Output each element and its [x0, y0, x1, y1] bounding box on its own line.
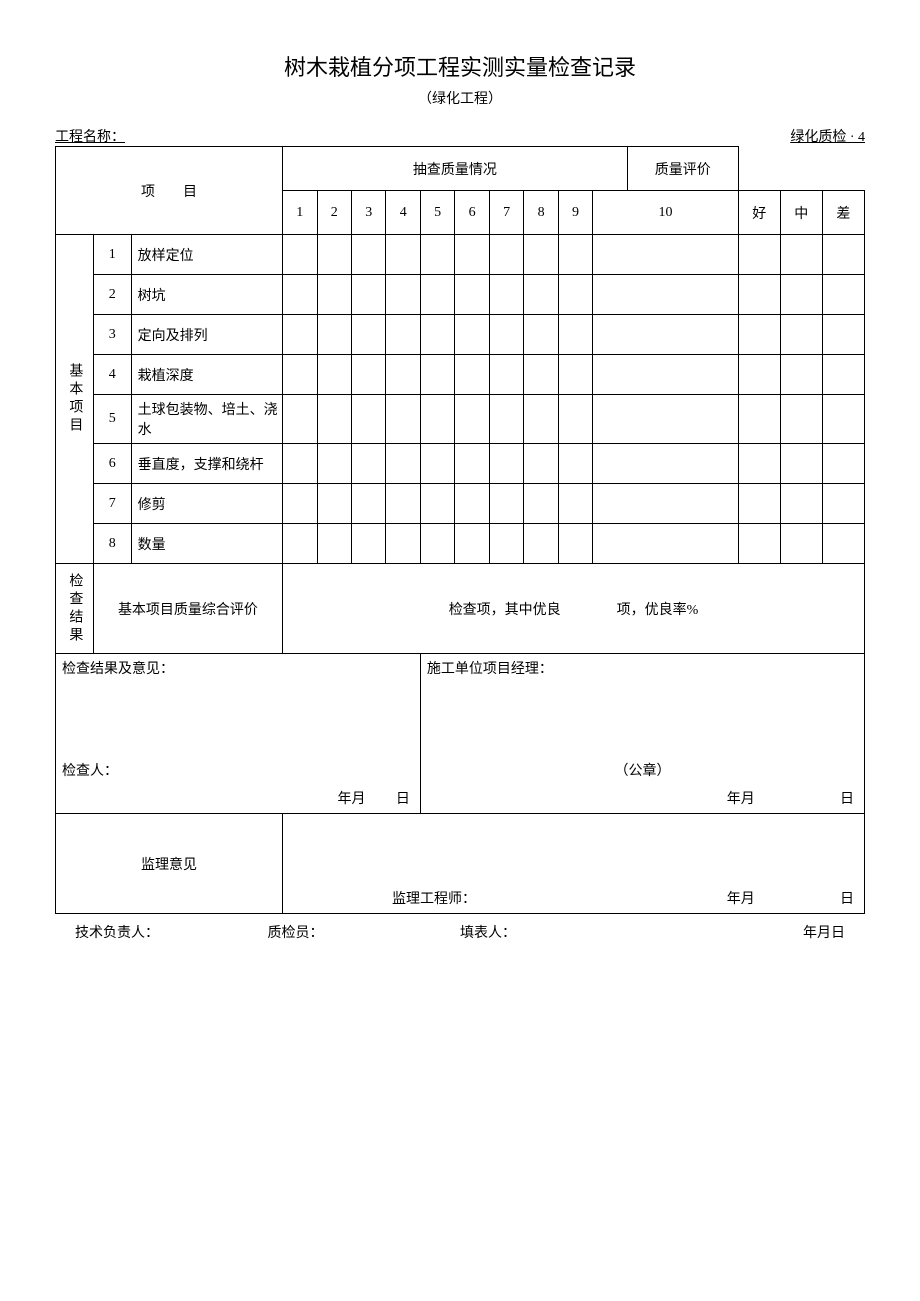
section-basic: 基本项目: [56, 235, 94, 564]
col-bad: 差: [822, 191, 864, 235]
date-ym-3: 年月: [701, 884, 780, 914]
page-title: 树木栽植分项工程实测实量检查记录: [55, 50, 865, 82]
page-subtitle: （绿化工程）: [55, 88, 865, 108]
project-name-label: 工程名称：: [55, 126, 125, 146]
footer-tech: 技术负责人：: [75, 922, 268, 942]
footer-date: 年月日: [653, 922, 846, 942]
opinion-row-mid: 检查人： （公章）: [56, 704, 865, 784]
item-text: 土球包装物、培土、浇水: [131, 395, 282, 444]
header-row-1: 项 目 抽查质量情况 质量评价: [56, 147, 865, 191]
item-num: 7: [93, 484, 131, 524]
table-row: 8 数量: [56, 524, 865, 564]
item-text: 定向及排列: [131, 315, 282, 355]
date-d: 日: [386, 784, 420, 814]
col-n6: 6: [455, 191, 489, 235]
table-row: 3 定向及排列: [56, 315, 865, 355]
sup-engineer-label: 监理工程师：: [386, 884, 524, 914]
item-text: 放样定位: [131, 235, 282, 275]
col-n8: 8: [524, 191, 558, 235]
item-num: 5: [93, 395, 131, 444]
col-good: 好: [738, 191, 780, 235]
supervise-row: 监理意见: [56, 814, 865, 884]
header-line: 工程名称： 绿化质检 · 4: [55, 126, 865, 146]
eval-label: 基本项目质量综合评价: [93, 564, 282, 654]
date-ym: 年月: [317, 784, 386, 814]
section-result: 检查结果: [56, 564, 94, 654]
col-mid: 中: [780, 191, 822, 235]
form-code: 绿化质检 · 4: [790, 126, 865, 146]
date-d-2: 日: [780, 784, 864, 814]
table-row: 7 修剪: [56, 484, 865, 524]
item-text: 树坑: [131, 275, 282, 315]
seal-label: （公章）: [420, 704, 864, 784]
opinion-row-top: 检查结果及意见： 施工单位项目经理：: [56, 654, 865, 704]
table-row: 4 栽植深度: [56, 355, 865, 395]
col-n9: 9: [558, 191, 592, 235]
main-table: 项 目 抽查质量情况 质量评价 1 2 3 4 5 6 7 8 9 10 好 中…: [55, 146, 865, 914]
item-num: 3: [93, 315, 131, 355]
col-n10: 10: [593, 191, 738, 235]
checker-label[interactable]: 检查人：: [56, 704, 421, 784]
item-num: 4: [93, 355, 131, 395]
footer-filler: 填表人：: [460, 922, 653, 942]
col-eval: 质量评价: [627, 147, 738, 191]
col-n4: 4: [386, 191, 420, 235]
item-text: 修剪: [131, 484, 282, 524]
col-n7: 7: [489, 191, 523, 235]
eval-text[interactable]: 检查项，其中优良 项，优良率%: [283, 564, 865, 654]
col-item: 项 目: [56, 147, 283, 235]
table-row: 2 树坑: [56, 275, 865, 315]
pm-label[interactable]: 施工单位项目经理：: [420, 654, 864, 704]
col-n1: 1: [283, 191, 317, 235]
item-num: 8: [93, 524, 131, 564]
opinion-row-date: 年月 日 年月 日: [56, 784, 865, 814]
item-num: 2: [93, 275, 131, 315]
eval-row: 检查结果 基本项目质量综合评价 检查项，其中优良 项，优良率%: [56, 564, 865, 654]
table-row: 基本项目 1 放样定位: [56, 235, 865, 275]
item-text: 数量: [131, 524, 282, 564]
footer: 技术负责人： 质检员： 填表人： 年月日: [55, 922, 865, 942]
col-n5: 5: [420, 191, 454, 235]
col-n2: 2: [317, 191, 351, 235]
date-d-3: 日: [780, 884, 864, 914]
table-row: 6 垂直度，支撑和绕杆: [56, 444, 865, 484]
supervise-label: 监理意见: [56, 814, 283, 914]
col-n3: 3: [351, 191, 385, 235]
table-row: 5 土球包装物、培土、浇水: [56, 395, 865, 444]
item-num: 1: [93, 235, 131, 275]
item-text: 栽植深度: [131, 355, 282, 395]
col-sample: 抽查质量情况: [283, 147, 628, 191]
date-ym-2: 年月: [701, 784, 780, 814]
item-text: 垂直度，支撑和绕杆: [131, 444, 282, 484]
footer-qc: 质检员：: [268, 922, 461, 942]
item-num: 6: [93, 444, 131, 484]
check-result-label[interactable]: 检查结果及意见：: [56, 654, 421, 704]
